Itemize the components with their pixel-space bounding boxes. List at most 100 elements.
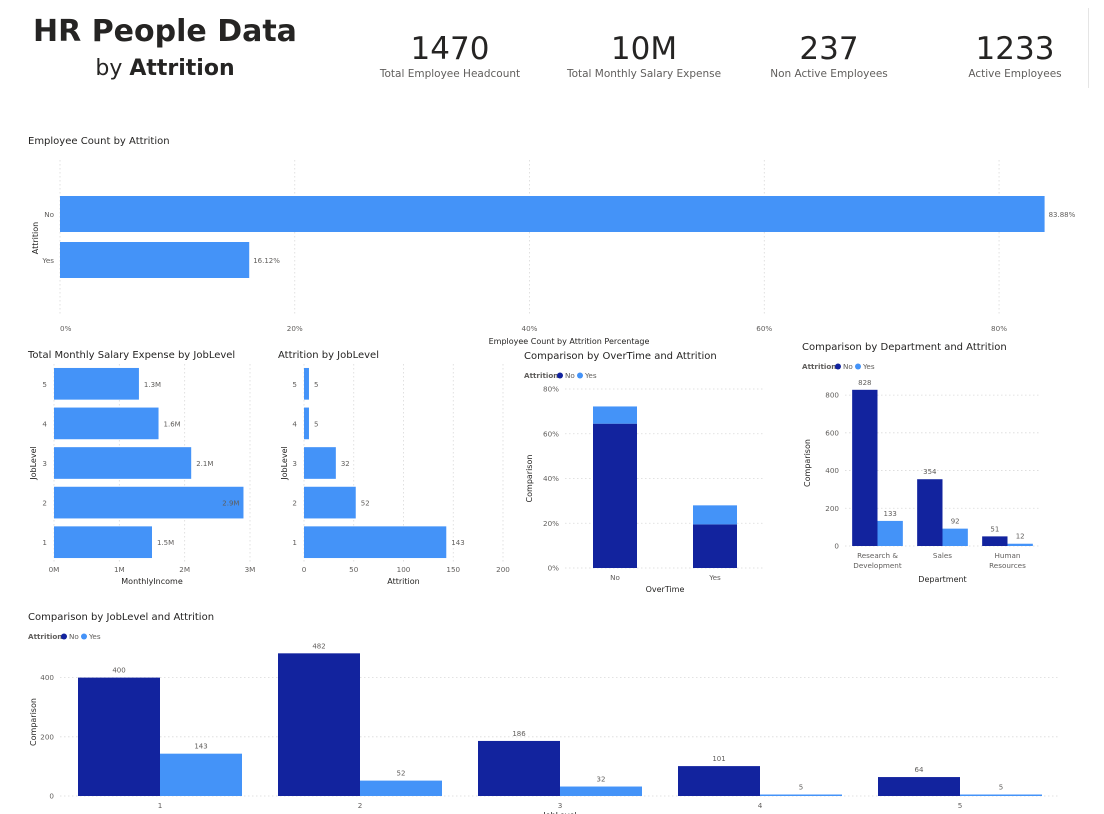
bar-joblevel-2 xyxy=(54,486,244,519)
bar-no-0 xyxy=(78,677,160,796)
header-divider xyxy=(1088,8,1089,88)
legend-label-no: No xyxy=(843,362,853,371)
page-title: HR People Data xyxy=(33,14,297,49)
data-label: 52 xyxy=(361,500,370,508)
x-axis-label: Department xyxy=(918,575,966,584)
bar-joblevel-1 xyxy=(54,526,152,559)
y-tick-label: 4 xyxy=(42,419,47,428)
data-label: 400 xyxy=(112,667,125,675)
y-tick-label: 80% xyxy=(543,385,559,394)
y-axis-label: JobLevel xyxy=(29,446,38,480)
y-tick-label: 5 xyxy=(42,380,47,389)
data-label: 2.9M xyxy=(222,500,239,508)
bar-yes-0 xyxy=(877,520,903,546)
y-axis-label: JobLevel xyxy=(280,446,289,480)
y-tick-label: 40% xyxy=(543,474,559,483)
x-axis-label: Employee Count by Attrition Percentage xyxy=(489,337,650,346)
x-tick-label: 1 xyxy=(158,801,163,810)
y-tick-label: 2 xyxy=(42,499,47,508)
chart-joblevel-attrition: Comparison by JobLevel and Attrition Attr… xyxy=(28,612,1060,814)
bar-no-3 xyxy=(678,766,760,796)
data-label: 83.88% xyxy=(1049,211,1076,219)
kpi-card-non-active: 237 Non Active Employees xyxy=(749,30,909,80)
data-label: 101 xyxy=(712,755,725,763)
y-tick-label: 3 xyxy=(42,459,47,468)
data-label: 186 xyxy=(512,730,526,738)
bar-no-1 xyxy=(917,479,943,546)
x-axis-label: Attrition xyxy=(387,577,419,586)
y-tick-label: 600 xyxy=(825,428,839,437)
chart-title: Attrition by JobLevel xyxy=(278,350,379,361)
bar-yes-no xyxy=(593,406,637,424)
kpi-label: Total Employee Headcount xyxy=(379,68,521,80)
x-tick-label: Human xyxy=(995,551,1021,560)
kpi-card-salary: 10M Total Monthly Salary Expense xyxy=(564,30,724,80)
y-tick-label: 1 xyxy=(292,538,297,547)
kpi-card-headcount: 1470 Total Employee Headcount xyxy=(370,30,530,80)
data-label: 52 xyxy=(397,770,406,778)
bar-no-1 xyxy=(278,653,360,796)
y-tick-label: 20% xyxy=(543,519,559,528)
y-tick-label: 2 xyxy=(292,499,297,508)
data-label: 1.3M xyxy=(144,381,161,389)
bar-no-yes xyxy=(693,524,737,568)
subtitle-emphasis: Attrition xyxy=(129,56,235,81)
chart-overtime-attrition: Comparison by OverTime and Attrition Attr… xyxy=(524,351,765,594)
y-tick-label: 5 xyxy=(292,380,297,389)
x-tick-label: No xyxy=(610,573,620,582)
y-axis-label: Comparison xyxy=(803,439,812,487)
chart-title: Employee Count by Attrition xyxy=(28,136,170,147)
data-label: 2.1M xyxy=(196,460,213,468)
x-tick-label: 0M xyxy=(49,565,60,574)
kpi-label: Active Employees xyxy=(968,68,1062,80)
chart-salary-by-joblevel: Total Monthly Salary Expense by JobLevel… xyxy=(27,350,255,586)
kpi-value: 237 xyxy=(799,31,859,67)
chart-attrition-by-joblevel: Attrition by JobLevel 0 50 100 150 200 5 5 4 5 3 32… xyxy=(278,350,510,586)
chart-attrition-percentage: Employee Count by Attrition 0% 20% 40% 60% 80… xyxy=(28,136,1076,346)
bar-joblevel-2 xyxy=(304,486,356,519)
x-tick-label: 4 xyxy=(758,801,763,810)
bar-yes-0 xyxy=(160,753,242,796)
x-tick-label: Yes xyxy=(708,573,721,582)
y-axis-label: Attrition xyxy=(31,222,40,254)
kpi-card-active: 1233 Active Employees xyxy=(935,30,1095,80)
legend-label-yes: Yes xyxy=(88,632,101,641)
legend-marker-no xyxy=(835,363,841,370)
data-label: 828 xyxy=(858,379,871,387)
x-tick-label: 20% xyxy=(287,324,303,333)
data-label: 92 xyxy=(951,518,960,526)
chart-title: Comparison by JobLevel and Attrition xyxy=(28,612,214,623)
bar-yes-4 xyxy=(960,794,1042,796)
x-tick-label: 2 xyxy=(358,801,363,810)
x-tick-label: 100 xyxy=(397,565,411,574)
y-tick-label: 400 xyxy=(825,466,839,475)
bar-no-2 xyxy=(478,740,560,796)
data-label: 5 xyxy=(314,381,318,389)
legend-marker-yes xyxy=(577,372,583,379)
y-tick-label: 4 xyxy=(292,419,297,428)
data-label: 5 xyxy=(314,420,318,428)
x-tick-label: 80% xyxy=(991,324,1007,333)
data-label: 143 xyxy=(194,743,207,751)
bar-no-4 xyxy=(878,777,960,796)
x-axis-label: OverTime xyxy=(646,585,685,594)
bar-joblevel-4 xyxy=(304,407,309,440)
data-label: 5 xyxy=(999,784,1003,792)
data-label: 482 xyxy=(312,642,325,650)
y-tick-label: 200 xyxy=(825,504,839,513)
bar-joblevel-1 xyxy=(304,526,447,559)
y-tick-label: 0 xyxy=(49,792,54,801)
data-label: 12 xyxy=(1016,533,1025,541)
y-axis-label: Comparison xyxy=(29,698,38,746)
x-axis-label: MonthlyIncome xyxy=(121,577,183,586)
x-axis-label: JobLevel xyxy=(542,811,576,814)
x-tick-label: 5 xyxy=(958,801,963,810)
chart-department-attrition: Comparison by Department and Attrition At… xyxy=(802,342,1040,584)
y-tick-label: 400 xyxy=(40,673,54,682)
chart-title: Comparison by OverTime and Attrition xyxy=(524,351,717,362)
x-tick-label: 40% xyxy=(522,324,538,333)
y-axis-label: Comparison xyxy=(525,455,534,503)
x-tick-label: 1M xyxy=(114,565,125,574)
x-tick-label: Development xyxy=(853,561,902,570)
